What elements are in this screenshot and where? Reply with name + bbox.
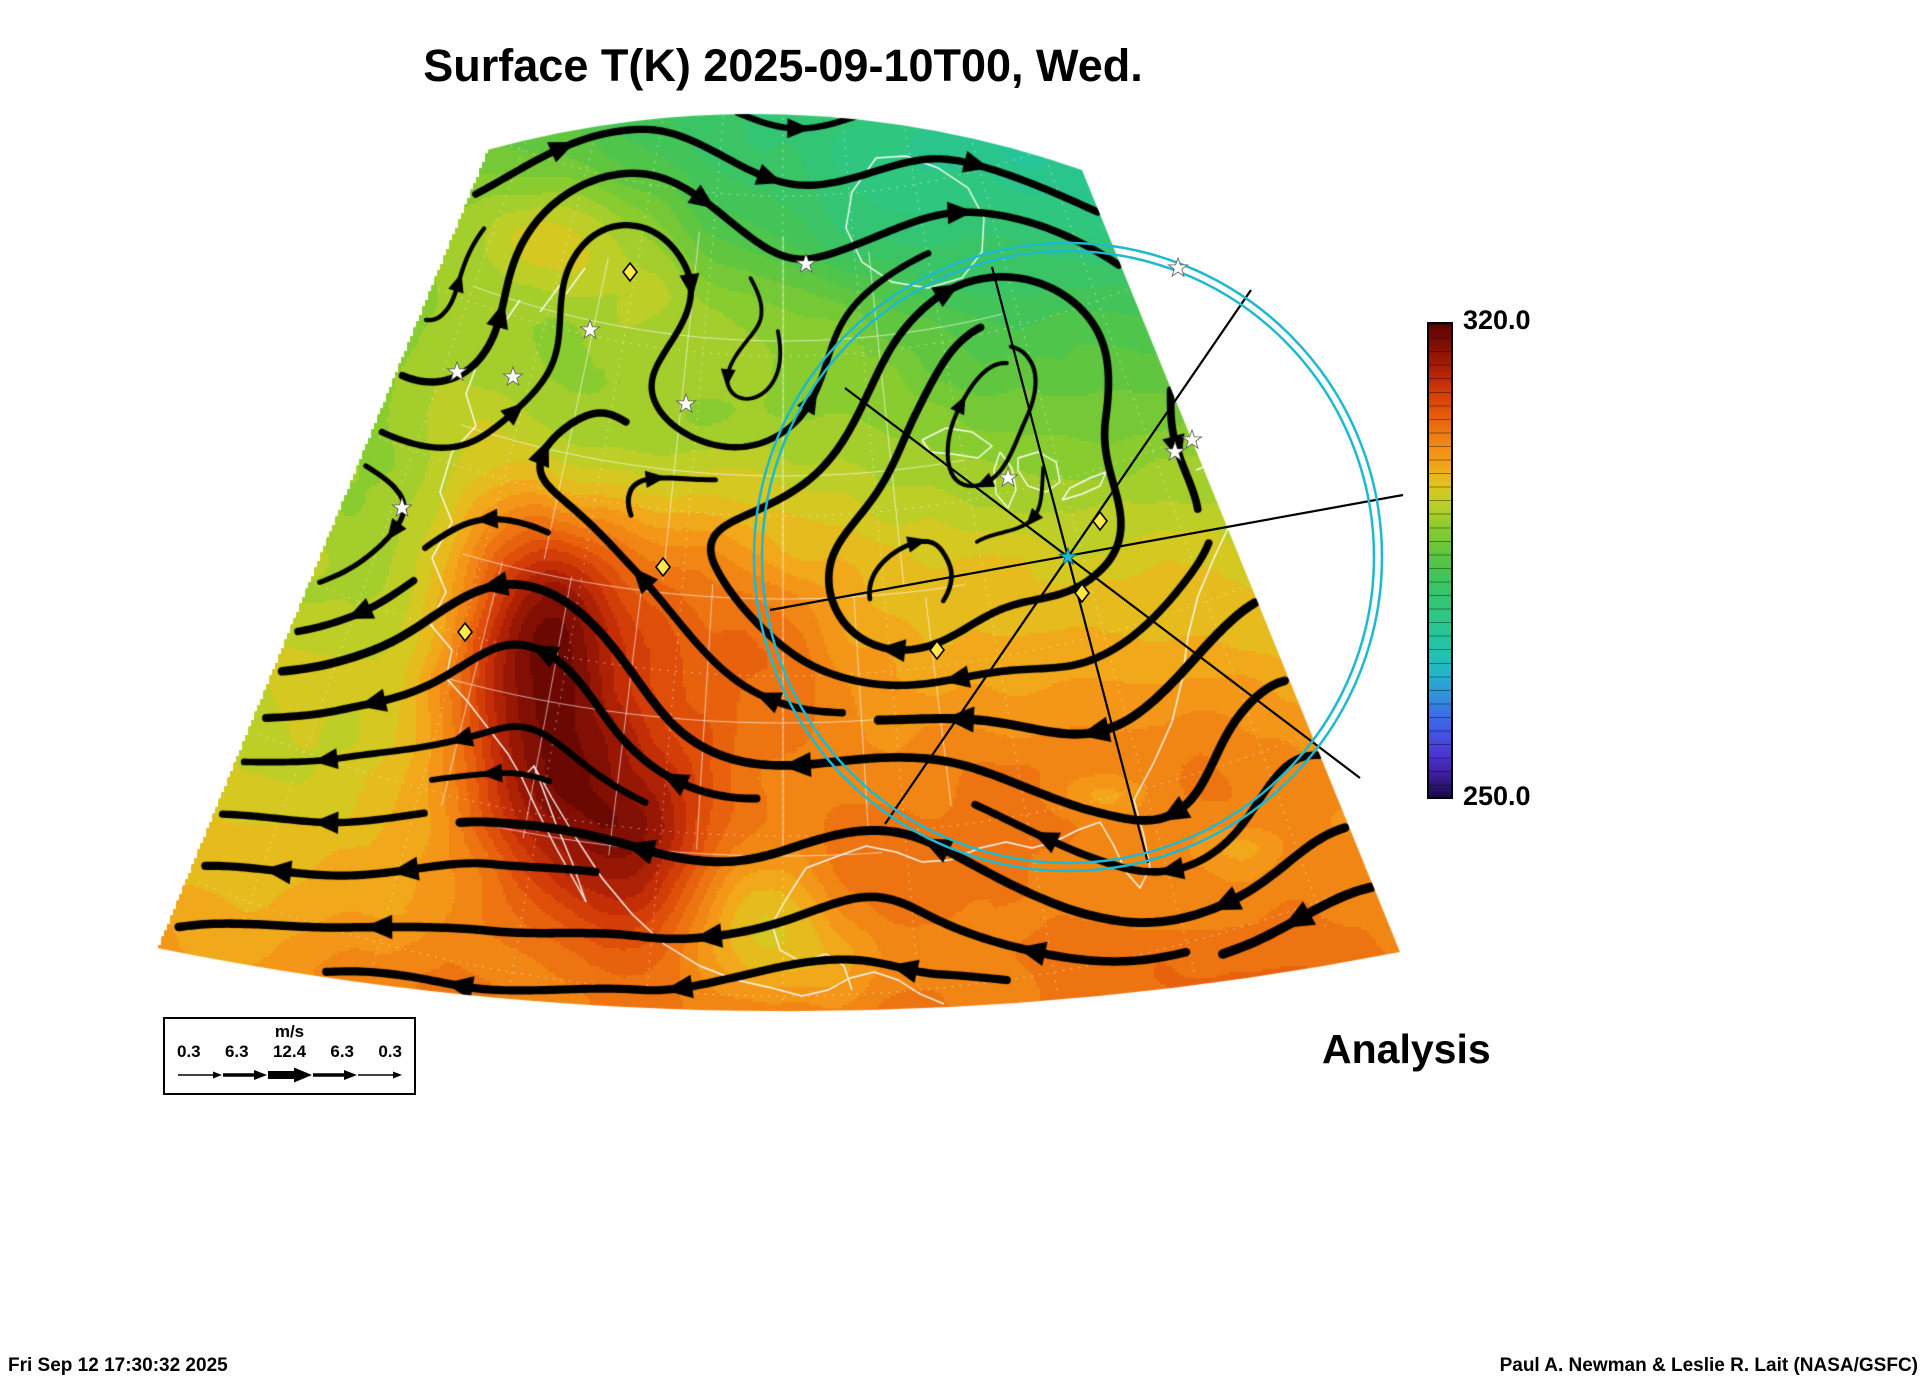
colorbar-gradient [1429,324,1451,797]
city-marker-star [997,466,1019,488]
city-marker-star [446,360,468,382]
wind-legend-units: m/s [274,1022,305,1041]
city-marker-star [579,318,601,340]
azimuth-line [769,493,1404,612]
city-marker-star [675,392,697,414]
wind-legend-tick: 12.4 [272,1041,307,1061]
wind-legend-tick: 6.3 [224,1041,249,1061]
colorbar [1427,322,1453,799]
azimuth-line [844,387,1361,779]
credit-text: Paul A. Newman & Leslie R. Lait (NASA/GS… [1499,1355,1918,1376]
wind-arrow-head [343,1069,357,1080]
wind-legend-tick: 0.3 [177,1041,201,1061]
wind-arrow-head [293,1067,312,1083]
site-marker-diamond [654,556,672,578]
wind-legend-tick: 0.3 [378,1041,402,1061]
range-ring [760,249,1376,865]
site-marker-diamond [1091,510,1109,532]
wind-speed-legend: m/s 0.3 6.3 12.4 6.3 0.3 [163,1017,416,1095]
figure-title: Surface T(K) 2025-09-10T00, Wed. [423,40,1143,91]
colorbar-max-label: 320.0 [1463,305,1531,335]
wind-scale-arrows-icon [177,1067,402,1083]
site-marker-diamond [928,639,946,661]
wind-arrow-head [392,1071,402,1079]
city-marker-star [795,252,817,274]
city-marker-star [502,365,524,387]
city-marker-star [1167,256,1189,278]
range-ring [752,241,1384,873]
colorbar-min-label: 250.0 [1463,781,1531,811]
site-marker-diamond [456,621,474,643]
wind-arrow-head [253,1069,267,1080]
azimuth-line [990,266,1150,864]
analysis-label: Analysis [1322,1026,1491,1072]
city-marker-star [391,496,413,518]
site-marker-diamond [621,261,639,283]
ring-center-marker [1058,546,1078,566]
city-marker-star [1181,428,1203,450]
wind-legend-tick: 6.3 [330,1041,354,1061]
site-marker-diamond [1073,582,1091,604]
wind-legend-values: 0.3 6.3 12.4 6.3 0.3 [177,1042,402,1062]
city-marker-star [1164,440,1186,462]
wind-arrow-head [212,1071,222,1079]
generation-timestamp: Fri Sep 12 17:30:32 2025 [8,1355,228,1376]
colorbar-ticks [1429,324,1451,797]
